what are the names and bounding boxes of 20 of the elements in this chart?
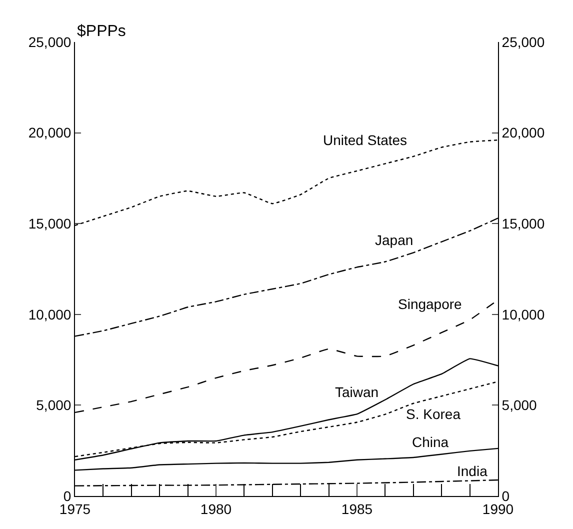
y2-tick-label: 10,000: [502, 306, 545, 322]
series-label: Japan: [375, 232, 414, 248]
y-tick-label: 15,000: [28, 216, 72, 232]
series-label: China: [412, 434, 449, 450]
series-label: S. Korea: [406, 406, 461, 422]
series-label: United States: [323, 132, 408, 148]
x-tick-label: 1985: [341, 500, 373, 517]
y-tick-label: 25,000: [28, 34, 72, 50]
y2-tick-label: 25,000: [502, 34, 545, 50]
x-tick-label: 1980: [200, 500, 232, 517]
y-tick-label: 5,000: [36, 397, 72, 414]
series-label: Singapore: [398, 296, 462, 312]
y2-tick-label: 5,000: [502, 397, 538, 414]
y2-tick-label: 15,000: [502, 216, 545, 232]
y-axis-title: $PPPs: [77, 23, 126, 40]
series-label: Taiwan: [335, 384, 379, 400]
y-tick-label: 10,000: [28, 306, 72, 322]
y-tick-label: 20,000: [28, 124, 72, 141]
y2-tick-label: 20,000: [502, 124, 545, 141]
series-label: India: [457, 463, 488, 479]
